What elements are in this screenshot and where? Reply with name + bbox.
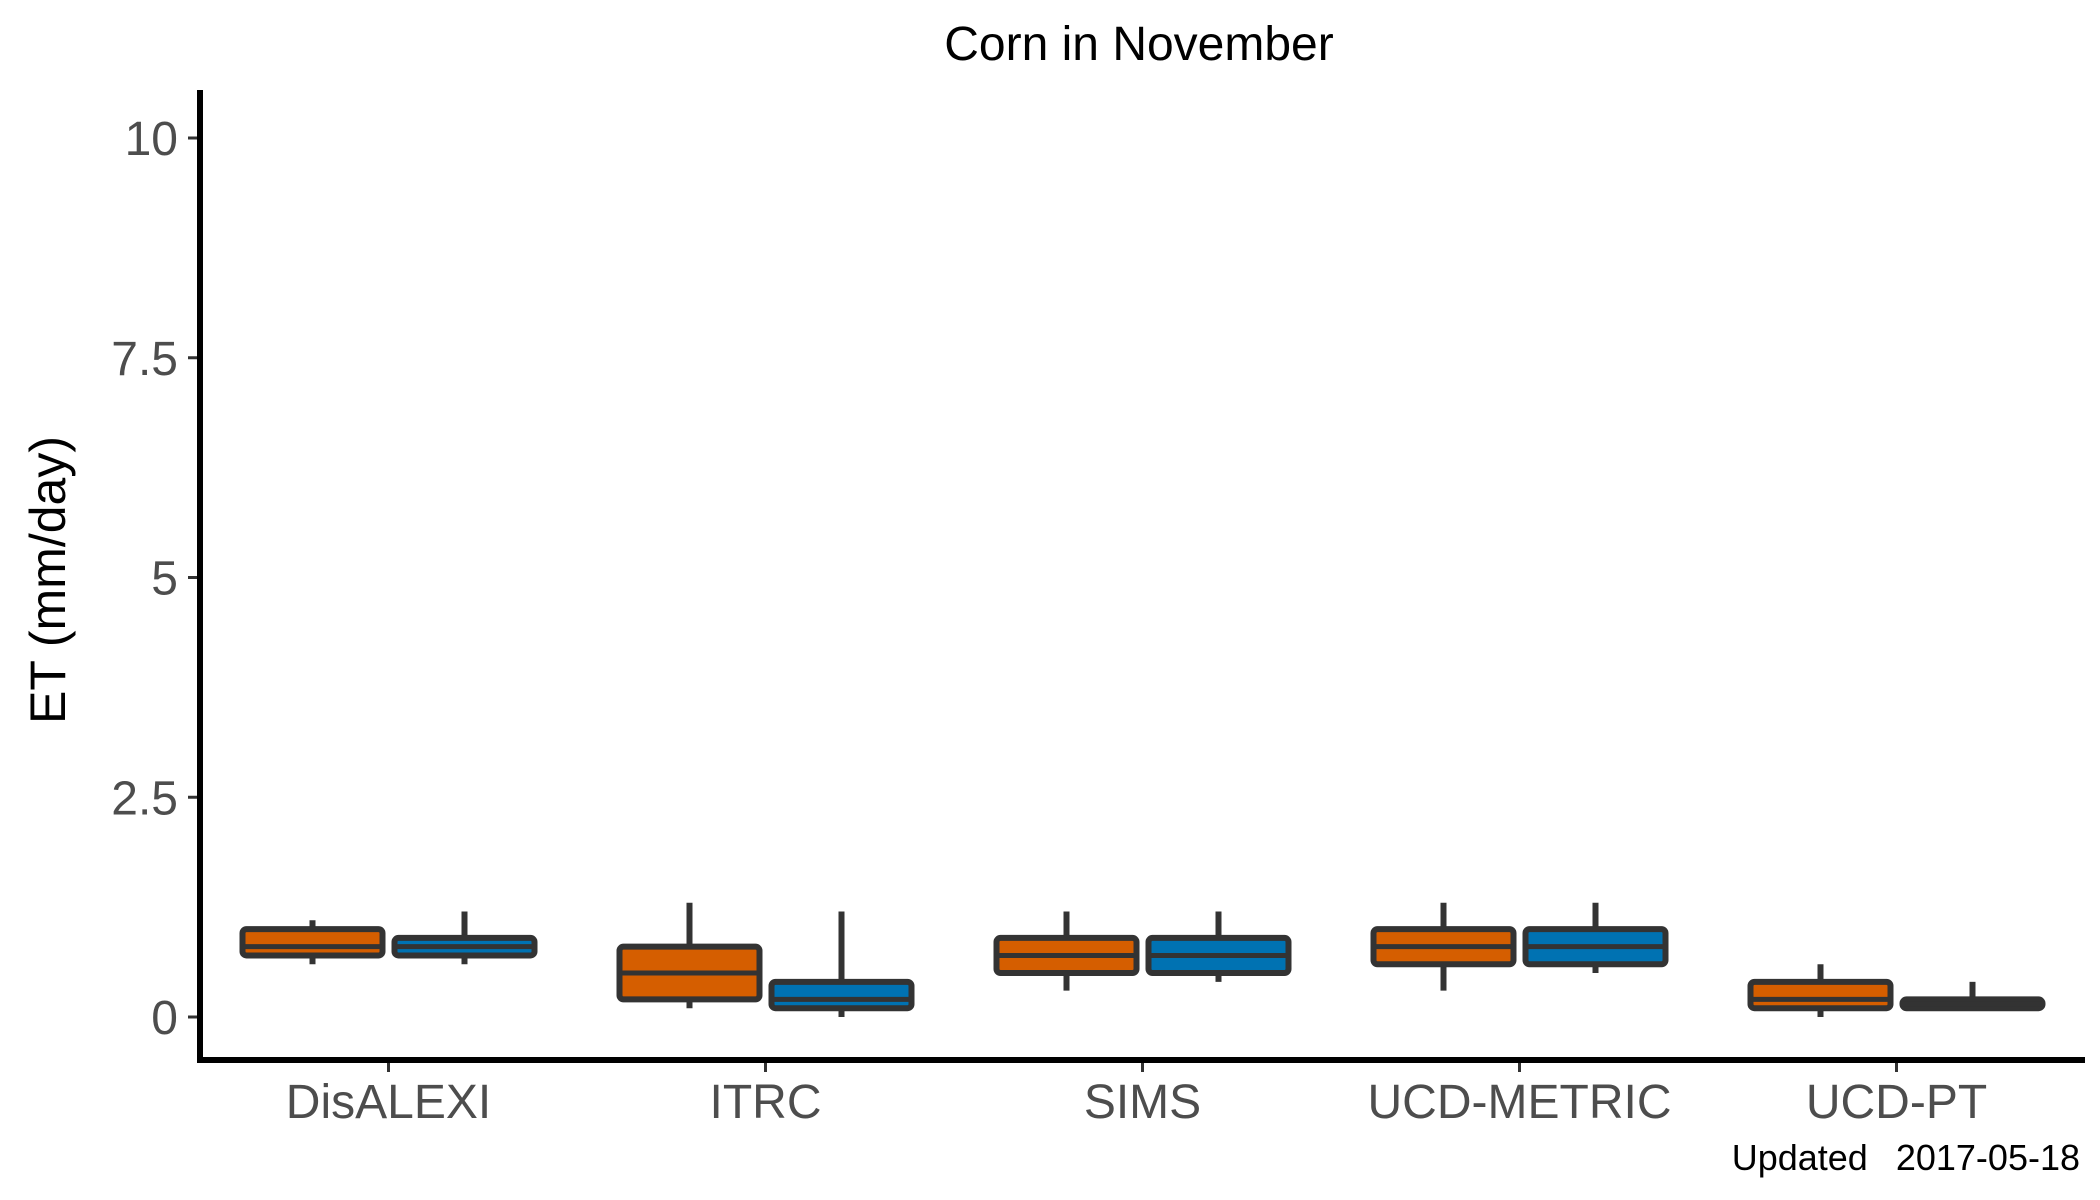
y-tick-label: 7.5 — [111, 333, 178, 386]
y-tick-label: 5 — [151, 553, 178, 606]
box-1-itrc — [616, 902, 763, 1009]
chart-title: Corn in November — [944, 18, 1334, 71]
y-tick-label: 2.5 — [111, 772, 178, 825]
y-tick-label: 0 — [151, 992, 178, 1045]
box-2-disalexi — [391, 911, 538, 965]
updated-label: Updated — [1732, 1137, 1868, 1178]
updated-date: 2017-05-18 — [1896, 1137, 2080, 1178]
x-ticks: DisALEXI ITRC SIMS UCD-METRIC UCD-PT — [286, 1060, 1987, 1129]
x-tick-label: ITRC — [710, 1076, 822, 1129]
x-tick-label: DisALEXI — [286, 1076, 491, 1129]
box-1-ucd-pt — [1747, 964, 1894, 1017]
box-body — [1747, 978, 1894, 1012]
box-1-ucd-metric — [1370, 902, 1517, 991]
boxes-layer — [239, 902, 2046, 1017]
box-1-disalexi — [239, 920, 386, 965]
box-2-ucd-pt — [1899, 981, 2046, 1012]
box-1-sims — [993, 911, 1140, 991]
x-tick-label: UCD-METRIC — [1368, 1076, 1672, 1129]
box-2-ucd-metric — [1522, 902, 1669, 974]
box-body — [239, 926, 386, 959]
updated-note: Updated 2017-05-18 — [1732, 1137, 2080, 1178]
x-tick-label: SIMS — [1084, 1076, 1201, 1129]
y-tick-label: 10 — [125, 113, 178, 166]
y-ticks: 0 2.5 5 7.5 10 — [111, 113, 200, 1045]
box-2-sims — [1145, 911, 1292, 982]
box-2-itrc — [768, 911, 915, 1017]
box-body — [768, 978, 915, 1012]
x-tick-label: UCD-PT — [1806, 1076, 1987, 1129]
y-axis-label: ET (mm/day) — [20, 436, 76, 724]
